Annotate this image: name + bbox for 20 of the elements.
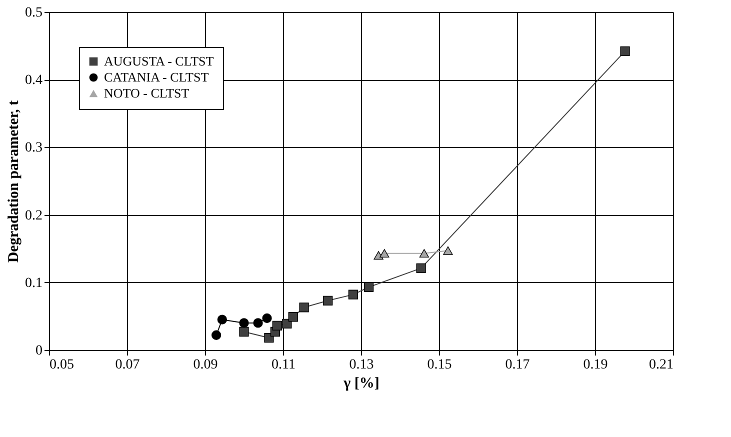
y-tick-label: 0: [36, 344, 42, 358]
x-tick-label: 0.13: [349, 358, 374, 372]
x-tick-label: 0.19: [583, 358, 608, 372]
x-tick-label: 0.11: [272, 358, 296, 372]
x-tick-label: 0.05: [50, 358, 74, 372]
legend-label: NOTO - CLTST: [104, 86, 190, 100]
y-tick-label: 0.5: [25, 6, 42, 20]
x-tick-label: 0.07: [115, 358, 140, 372]
y-axis-title: Degradation parameter, t: [6, 100, 22, 263]
x-tick-label: 0.09: [193, 358, 218, 372]
legend-label: CATANIA - CLTST: [104, 70, 209, 84]
y-tick-label: 0.3: [25, 140, 42, 156]
x-tick-label: 0.15: [427, 358, 452, 372]
x-axis-title: γ [%]: [342, 376, 380, 392]
x-tick-label: 0.21: [649, 358, 674, 372]
legend-label: AUGUSTA - CLTST: [104, 54, 214, 68]
y-tick-label: 0.1: [25, 276, 42, 291]
x-tick-label: 0.17: [505, 358, 530, 372]
y-tick-label: 0.2: [25, 208, 42, 224]
y-tick-label: 0.4: [25, 73, 42, 88]
